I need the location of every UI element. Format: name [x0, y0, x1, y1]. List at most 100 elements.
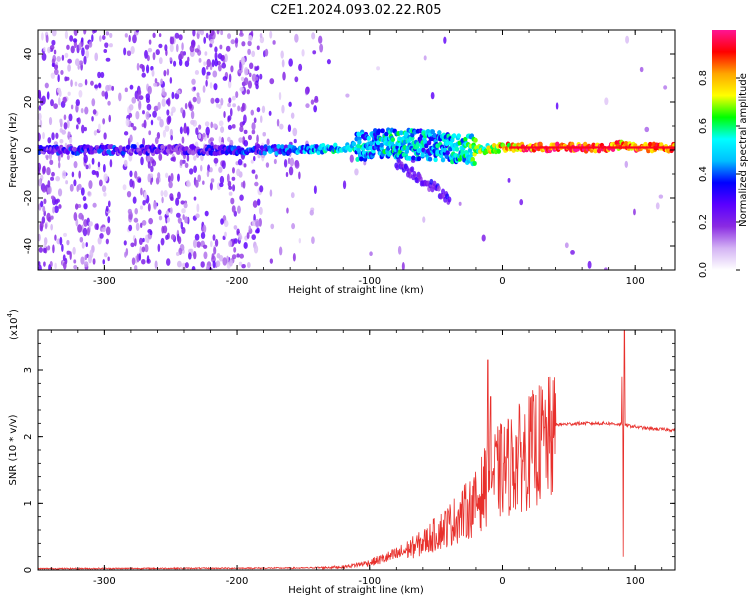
spectrogram-speckle — [319, 43, 324, 53]
spectrogram-speckle — [216, 30, 220, 35]
spectrogram-speckle — [212, 234, 216, 241]
spectrogram-speckle — [94, 52, 99, 62]
spectrogram-speckle — [189, 45, 195, 53]
snr-scale-exponent: 4 — [6, 312, 14, 317]
spectrogram-speckle — [85, 49, 90, 59]
spectrogram-speckle — [194, 48, 200, 53]
spectrogram-speckle — [59, 236, 63, 246]
spectrogram-carrier-cell — [542, 146, 544, 149]
spectrogram-ridge-cell — [280, 144, 285, 150]
spectrogram-carrier-cell — [554, 146, 556, 149]
spectrogram-speckle — [92, 109, 97, 115]
spectrogram-speckle — [318, 35, 323, 44]
spectrogram-speckle — [74, 58, 80, 66]
spectrogram-speckle — [259, 185, 264, 193]
spectrogram-speckle — [189, 103, 193, 109]
spectrogram-speckle — [305, 103, 310, 109]
spectrogram-speckle — [48, 116, 53, 126]
spectrogram-speckle — [247, 40, 252, 47]
spectrogram-tail-cell — [429, 178, 434, 185]
spectrogram-speckle — [201, 66, 206, 76]
spectrogram-speckle — [73, 212, 78, 221]
spectrogram-carrier-cell — [535, 146, 537, 149]
spectrogram-carrier-cell — [544, 146, 546, 149]
spectrogram-carrier-cell — [634, 146, 636, 149]
spectrogram-speckle — [78, 90, 83, 98]
spectrogram-speckle — [186, 126, 190, 136]
spectrogram-speckle — [238, 68, 243, 74]
spectrogram-speckle — [54, 234, 57, 241]
spectrogram-speckle — [103, 173, 108, 182]
spectrogram-ridge-cell — [255, 143, 261, 149]
spectrogram-carrier-cell — [580, 146, 582, 149]
spectrogram-carrier-cell — [633, 146, 635, 149]
spectrogram-speckle — [199, 30, 205, 36]
spectrogram-ridge-cell — [137, 150, 143, 156]
spectrogram-carrier-cell — [654, 146, 657, 149]
spectrogram-speckle — [243, 114, 247, 124]
spectrogram-carrier-cell — [629, 146, 632, 149]
spectrogram-speckle — [221, 62, 227, 69]
spectrogram-carrier-cell — [562, 146, 564, 149]
spectrogram-speckle — [310, 99, 315, 105]
spectrogram-carrier-cell — [608, 146, 610, 149]
spectrogram-carrier-cell — [583, 146, 585, 149]
spectrogram-speckle — [80, 256, 85, 265]
spectrogram-speckle — [109, 43, 113, 48]
spectrogram-carrier-cell — [621, 146, 623, 149]
spectrogram-speckle — [164, 44, 168, 52]
spectrogram-carrier-cell — [662, 146, 664, 149]
spectrogram-speckle — [131, 96, 137, 104]
spectrogram-carrier-cell — [591, 146, 593, 149]
spectrogram-speckle — [158, 57, 163, 65]
spectrogram-speckle — [50, 215, 54, 220]
spectrogram-speckle — [148, 39, 152, 45]
spectrogram-speckle — [78, 82, 83, 88]
spectrogram-ridge-cell — [384, 131, 389, 137]
spectrogram-speckle — [108, 114, 112, 123]
spectrogram-ridge-cell — [411, 155, 416, 161]
spectrogram-carrier-cell — [592, 146, 594, 149]
spectrogram-speckle — [130, 46, 135, 55]
spectrogram-speckle — [180, 221, 184, 230]
spectrogram-carrier-cell — [631, 146, 633, 149]
spectrogram-speckle — [170, 36, 175, 45]
spectrogram-speckle — [123, 47, 127, 56]
spectrogram-speckle — [234, 37, 239, 44]
spectrogram-speckle — [228, 97, 232, 104]
spectrogram-speckle — [240, 76, 245, 82]
spectrogram-carrier-cell — [527, 146, 529, 149]
spectrogram-speckle — [209, 82, 213, 89]
spectrogram-speckle — [153, 201, 157, 210]
spectrogram-speckle — [84, 44, 90, 50]
spectrogram-speckle — [254, 218, 260, 228]
spectrogram-ridge-cell — [176, 149, 181, 155]
spectrogram-speckle — [204, 210, 209, 217]
spectrogram-carrier-cell — [574, 146, 576, 149]
spectrogram-speckle — [159, 118, 164, 128]
spectrogram-speckle — [105, 84, 110, 92]
spectrogram-speckle — [624, 160, 629, 168]
spectrogram-speckle — [154, 260, 158, 269]
spectrogram-speckle — [238, 261, 243, 266]
spectrogram-speckle — [258, 206, 263, 215]
spectrogram-speckle — [169, 43, 174, 53]
spectrogram-x-ticks: -300 -200 -100 0 100 — [50, 30, 663, 287]
spectrogram-carrier-cell — [657, 146, 659, 149]
spectrogram-carrier-cell — [559, 146, 561, 149]
spectrogram-carrier-cell — [526, 146, 528, 149]
spectrogram-carrier-cell — [664, 146, 666, 149]
spectrogram-carrier-cell — [538, 146, 541, 149]
spectrogram-speckle — [259, 32, 263, 39]
spectrogram-carrier-cell — [541, 146, 543, 149]
spectrogram-speckle — [82, 227, 88, 237]
spectrogram-speckle — [43, 237, 48, 246]
spectrogram-speckle — [82, 196, 87, 202]
spectrogram-carrier-cell — [530, 146, 532, 149]
spectrogram-speckle — [171, 106, 176, 113]
spectrogram-carrier-cell — [605, 146, 607, 149]
spectrogram-speckle — [209, 137, 215, 142]
spectrogram-speckle — [147, 173, 151, 183]
spectrogram-speckle — [169, 207, 173, 215]
spectrogram-speckle — [190, 119, 195, 125]
